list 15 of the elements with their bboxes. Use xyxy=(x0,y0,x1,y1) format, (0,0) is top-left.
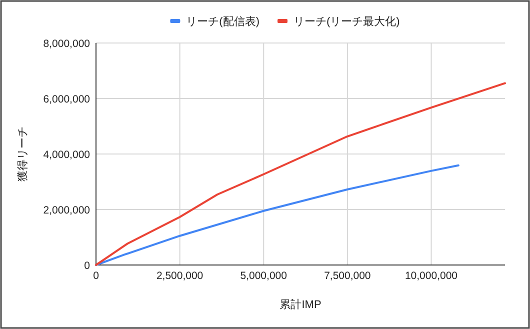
y-tick-label: 6,000,000 xyxy=(43,94,90,106)
x-tick-label: 10,000,000 xyxy=(404,270,458,282)
y-axis-title: 獲得リーチ xyxy=(17,126,29,182)
legend-label: リーチ(配信表) xyxy=(186,15,260,28)
x-axis-title: 累計IMP xyxy=(280,298,322,311)
y-tick-label: 0 xyxy=(84,260,90,272)
y-tick-label: 2,000,000 xyxy=(43,204,90,216)
y-tick-label: 4,000,000 xyxy=(43,149,90,161)
x-tick-label: 2,500,000 xyxy=(156,270,204,282)
y-tick-label: 8,000,000 xyxy=(43,38,90,50)
x-tick-label: 7,500,000 xyxy=(324,270,371,282)
line-series xyxy=(95,164,460,266)
legend-label: リーチ(リーチ最大化) xyxy=(294,15,400,28)
x-tick-label: 5,000,000 xyxy=(240,270,288,282)
x-tick-label: 0 xyxy=(93,270,100,282)
